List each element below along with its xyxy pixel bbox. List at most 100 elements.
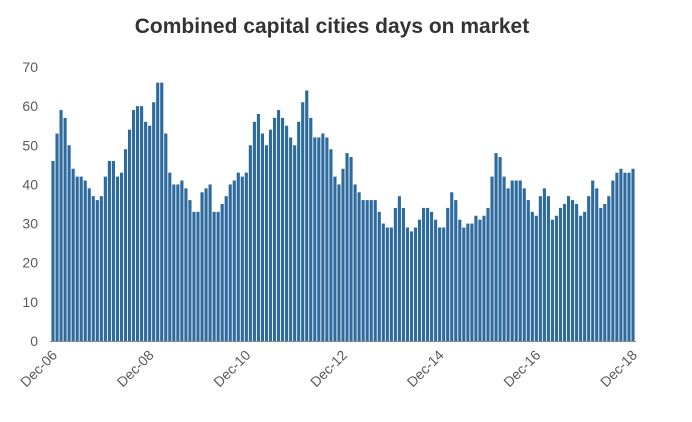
bar (474, 215, 478, 341)
y-axis-tick-labels: 0 10 20 30 40 50 60 70 (22, 59, 38, 349)
bar (216, 211, 220, 341)
bar (377, 211, 381, 341)
x-tick-label: Dec-08 (114, 347, 157, 390)
bar (160, 82, 164, 341)
bar (619, 168, 623, 341)
bar (111, 160, 115, 341)
bar (289, 137, 293, 341)
bar (365, 200, 369, 341)
bar (168, 172, 172, 341)
bar (522, 188, 526, 341)
bar (446, 207, 450, 341)
bar (566, 196, 571, 341)
bar (583, 211, 587, 341)
bar (450, 192, 454, 341)
bar (305, 90, 309, 342)
bar (180, 180, 184, 341)
bar (200, 192, 204, 341)
bar (591, 180, 595, 341)
bar (417, 219, 422, 341)
x-tick-label: Dec-18 (597, 347, 640, 390)
bar (293, 145, 297, 341)
bar (184, 188, 188, 341)
bar (438, 227, 442, 341)
bar (357, 192, 361, 341)
bar (131, 110, 136, 341)
bar (268, 129, 273, 341)
bar (458, 219, 462, 341)
bar (546, 196, 550, 341)
bar (272, 117, 277, 341)
bar (538, 196, 542, 341)
bar (236, 172, 240, 341)
bar (107, 160, 111, 341)
bar (192, 211, 196, 341)
bar (397, 196, 401, 341)
bar (75, 176, 79, 341)
bar (454, 200, 458, 341)
bar (393, 207, 397, 341)
bar (611, 180, 615, 341)
bar (172, 184, 176, 341)
bar (188, 200, 192, 341)
bar (498, 157, 502, 341)
bar (506, 188, 510, 341)
bar (103, 176, 107, 341)
bar (595, 188, 599, 341)
bar (421, 207, 426, 341)
bar (220, 204, 224, 341)
bar (55, 133, 59, 341)
bar (276, 110, 281, 341)
bar (631, 168, 635, 341)
bar (208, 184, 212, 341)
bar (490, 176, 494, 341)
bar (349, 157, 353, 341)
x-tick-label: Dec-10 (210, 347, 253, 390)
bar (99, 196, 103, 341)
bar (599, 207, 603, 341)
bar (571, 200, 575, 341)
bar (248, 145, 252, 341)
bar (558, 207, 563, 341)
bar (381, 223, 385, 341)
bar (466, 223, 470, 341)
bar (486, 207, 490, 341)
bar (341, 168, 345, 341)
bar (59, 110, 63, 341)
bar (224, 196, 228, 341)
bar (140, 106, 144, 341)
bar (434, 219, 438, 341)
bar (95, 200, 99, 341)
bar (297, 121, 301, 341)
bar (534, 215, 538, 341)
bar (313, 137, 317, 341)
bar (542, 188, 546, 341)
bar (87, 188, 91, 341)
bar (615, 172, 619, 341)
bar (413, 227, 418, 341)
bar (252, 121, 256, 341)
bar (337, 184, 341, 341)
bar (562, 204, 567, 341)
bar (442, 227, 446, 341)
bar (494, 153, 498, 341)
bar (369, 200, 373, 341)
bar (164, 133, 168, 341)
bar (426, 207, 430, 341)
bar (345, 153, 349, 341)
x-tick-label: Dec-12 (307, 347, 350, 390)
bar (462, 227, 466, 341)
bar (405, 227, 410, 341)
bar (579, 215, 583, 341)
bar (627, 172, 631, 341)
bar (587, 196, 591, 341)
bars (51, 82, 635, 342)
bar (550, 219, 555, 341)
bar (156, 82, 160, 341)
bar (333, 176, 337, 341)
bar (67, 145, 71, 341)
bar (196, 211, 200, 341)
bar (329, 149, 333, 341)
bar (136, 106, 140, 341)
